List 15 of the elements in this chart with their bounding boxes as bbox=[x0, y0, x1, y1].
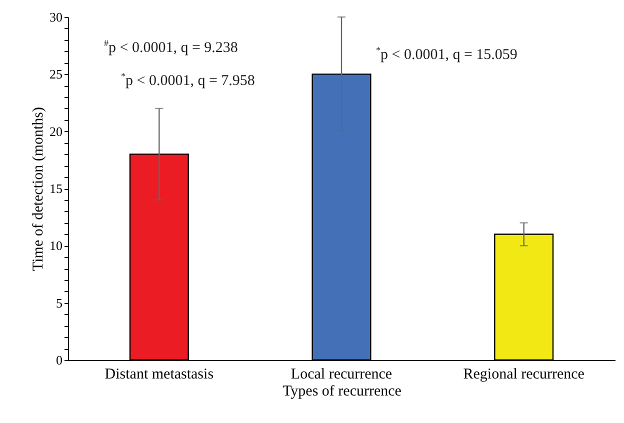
y-tick-label: 10 bbox=[50, 238, 62, 254]
y-tick-label: 15 bbox=[50, 181, 62, 196]
annotation: $^{#}$p < 0.0001, q = 9.238 bbox=[104, 38, 238, 57]
y-axis-title: Time of detection (months) bbox=[30, 106, 46, 272]
x-tick-label: Distant metastasis bbox=[104, 366, 214, 382]
y-tick-label: 20 bbox=[50, 124, 62, 139]
y-tick-label: 5 bbox=[56, 295, 62, 310]
annotation: $^{*}$p < 0.0001, q = 7.958 bbox=[121, 71, 255, 90]
y-tick-label: 0 bbox=[56, 352, 62, 368]
x-axis-title: Types of recurrence bbox=[282, 384, 402, 400]
annotation: $^{*}$p < 0.0001, q = 15.059 bbox=[376, 45, 518, 64]
y-tick-label: 25 bbox=[50, 66, 62, 82]
x-tick-label: Regional recurrence bbox=[463, 366, 585, 382]
x-tick-label: Local recurrence bbox=[290, 366, 392, 382]
y-tick-label: 30 bbox=[50, 10, 62, 24]
